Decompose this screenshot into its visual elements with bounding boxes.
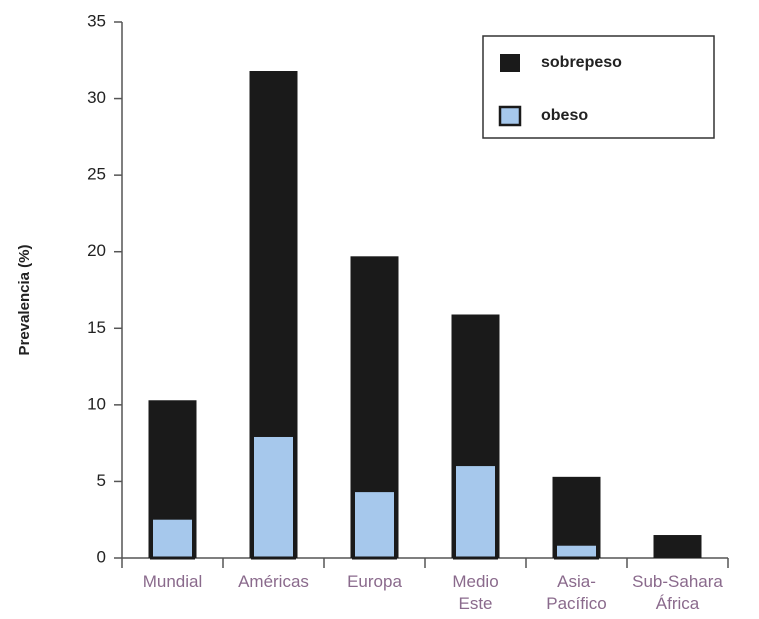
- legend-swatch: [498, 105, 522, 127]
- bar: [352, 489, 397, 560]
- legend-label: sobrepeso: [541, 54, 622, 71]
- legend-label: obeso: [541, 107, 588, 124]
- y-tick-label: 10: [87, 394, 106, 413]
- y-tick-label: 0: [97, 547, 106, 566]
- x-tick-label: Medio Este: [452, 572, 498, 613]
- bar: [554, 542, 599, 560]
- y-tick-label: 30: [87, 88, 106, 107]
- legend-swatch: [500, 54, 520, 72]
- bar: [251, 433, 296, 560]
- x-tick-label: Mundial: [143, 572, 203, 591]
- y-tick-label: 20: [87, 241, 106, 260]
- y-tick-label: 15: [87, 318, 106, 337]
- y-tick-label: 35: [87, 11, 106, 30]
- bar: [453, 463, 498, 560]
- y-axis-label: Prevalencia (%): [16, 245, 33, 356]
- x-tick-label: Américas: [238, 572, 309, 591]
- bar: [150, 516, 195, 560]
- bar: [653, 535, 702, 558]
- x-tick-label: Asia-Pacífico: [546, 572, 606, 613]
- y-tick-label: 25: [87, 165, 106, 184]
- x-tick-label: Europa: [347, 572, 402, 591]
- y-tick-label: 5: [97, 471, 106, 490]
- legend-box: [482, 35, 715, 139]
- x-tick-label: Sub-Sahara África: [632, 572, 723, 613]
